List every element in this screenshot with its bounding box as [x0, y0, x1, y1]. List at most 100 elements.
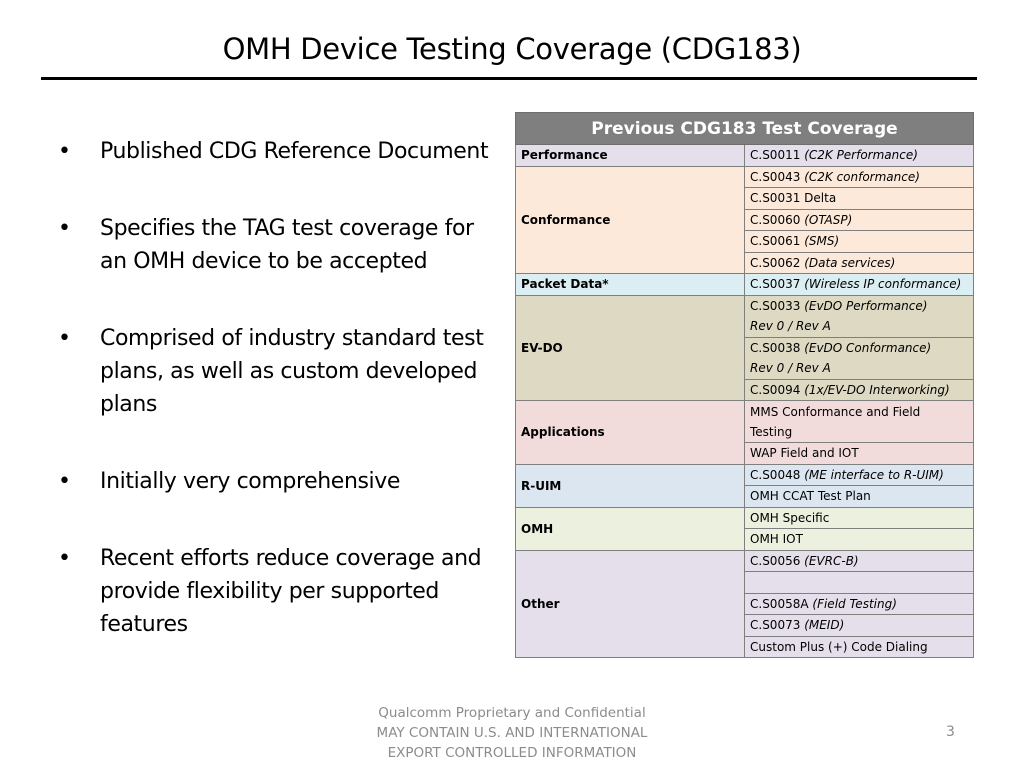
bullet-marker: • [58, 216, 71, 241]
item-description: (EVRC-B) [804, 553, 859, 568]
item-cell: OMH IOT [744, 528, 974, 551]
item-description: (1x/EV-DO Interworking) [804, 382, 950, 397]
category-cell: EV-DO [515, 294, 745, 401]
table-row: OMH IOT [516, 528, 974, 551]
item-code: C.S0043 [750, 169, 801, 184]
item-description: (ME interface to R-UIM) [804, 467, 944, 482]
item-cell: C.S0056 (EVRC-B) [744, 549, 974, 572]
item-cell: C.S0094 (1x/EV-DO Interworking) [744, 378, 974, 401]
item-description: (EvDO Conformance) [804, 341, 932, 355]
bullet-marker: • [58, 326, 71, 351]
item-cell: C.S0011 (C2K Performance) [744, 144, 974, 167]
item-code: Custom Plus (+) Code Dialing [750, 639, 928, 654]
table-row: R-UIM C.S0048 (ME interface to R-UIM) [515, 463, 974, 508]
coverage-table: Previous CDG183 Test Coverage Performanc… [515, 112, 974, 658]
table-row: C.S0062 (Data services) [516, 251, 974, 274]
bullet-text: Published CDG Reference Document [100, 139, 489, 164]
item-cell: C.S0061 (SMS) [744, 230, 974, 253]
bullet-text: Initially very comprehensive [100, 469, 401, 494]
category-cell: R-UIM [515, 463, 745, 508]
item-code: C.S0062 [750, 255, 801, 270]
item-description: (C2K conformance) [804, 169, 920, 184]
bullet-item: • Comprised of industry standard test pla… [56, 322, 501, 421]
item-cell: OMH Specific [744, 506, 974, 529]
footer-confidential: Qualcomm Proprietary and Confidential MA… [312, 703, 712, 763]
table-row: C.S0073 (MEID) [516, 614, 974, 637]
item-code: C.S0073 [750, 618, 801, 633]
table-header: Previous CDG183 Test Coverage [515, 112, 974, 145]
item-cell: C.S0031 Delta [744, 187, 974, 210]
item-description: (Wireless IP conformance) [804, 277, 962, 292]
bullet-marker: • [58, 139, 71, 164]
category-cell: Conformance [515, 165, 745, 274]
item-cell: C.S0038 (EvDO Conformance) Rev 0 / Rev A [744, 336, 974, 380]
table-row: Packet Data* C.S0037 (Wireless IP conform… [515, 273, 974, 296]
footer-line: EXPORT CONTROLLED INFORMATION [387, 745, 637, 761]
table-row: Other C.S0056 (EVRC-B) [515, 549, 974, 658]
item-description: (EvDO Performance) [804, 299, 928, 313]
item-cell: C.S0043 (C2K conformance) [744, 165, 974, 188]
item-code: C.S0060 [750, 212, 801, 227]
item-cell: C.S0073 (MEID) [744, 614, 974, 637]
bullet-list: • Published CDG Reference Document • Speci… [56, 135, 501, 685]
item-cell: C.S0048 (ME interface to R-UIM) [744, 463, 974, 486]
item-code: C.S0094 [750, 382, 801, 397]
item-code: C.S0058A [750, 596, 809, 611]
footer-line: Qualcomm Proprietary and Confidential [378, 705, 646, 721]
item-code: C.S0037 [750, 277, 801, 292]
item-cell [744, 571, 974, 594]
item-code: C.S0048 [750, 467, 801, 482]
table-row: C.S0031 Delta [516, 187, 974, 210]
table-row: OMH OMH Specific [515, 506, 974, 551]
bullet-text: Comprised of industry standard test plan… [100, 326, 484, 417]
item-code: OMH CCAT Test Plan [750, 489, 871, 504]
item-code: C.S0056 [750, 553, 805, 568]
item-code: MMS Conformance and Field [750, 404, 921, 419]
footer-line: MAY CONTAIN U.S. AND INTERNATIONAL [376, 725, 648, 741]
item-description: (C2K Performance) [804, 148, 918, 163]
item-code: C.S0061 [750, 234, 801, 249]
bullet-text: Recent efforts reduce coverage and provi… [100, 546, 482, 637]
item-code: C.S0031 Delta [750, 191, 837, 206]
item-continuation: Testing [750, 424, 793, 439]
table-row: Performance C.S0011 (C2K Performance) [515, 144, 974, 167]
item-revision: Rev 0 / Rev A [750, 361, 831, 375]
item-code: OMH IOT [750, 532, 803, 547]
bullet-item: • Specifies the TAG test coverage for an … [56, 212, 501, 278]
table-row: C.S0061 (SMS) [516, 230, 974, 253]
item-description: (Field Testing) [812, 596, 897, 611]
item-cell: C.S0060 (OTASP) [744, 208, 974, 231]
item-cell: WAP Field and IOT [744, 442, 974, 465]
category-cell: Performance [515, 144, 745, 167]
bullet-item: • Recent efforts reduce coverage and prov… [56, 542, 501, 641]
title-divider [41, 77, 977, 80]
item-revision: Rev 0 / Rev A [750, 319, 831, 333]
item-description: (MEID) [804, 618, 845, 633]
bullet-item: • Initially very comprehensive [56, 465, 501, 498]
bullet-marker: • [58, 469, 71, 494]
table-row: WAP Field and IOT [516, 442, 974, 465]
table-row: EV-DO C.S0033 (EvDO Performance) Rev 0 / R… [515, 294, 974, 401]
table-row: OMH CCAT Test Plan [516, 485, 974, 508]
item-description: (Data services) [804, 255, 896, 270]
item-description: (SMS) [804, 234, 840, 249]
item-code: C.S0033 [750, 299, 801, 313]
table-row: Custom Plus (+) Code Dialing [516, 635, 974, 658]
item-cell: C.S0062 (Data services) [744, 251, 974, 274]
table-row: C.S0060 (OTASP) [516, 208, 974, 231]
item-cell: C.S0058A (Field Testing) [744, 592, 974, 615]
table-body: Performance C.S0011 (C2K Performance) Conf… [515, 144, 974, 658]
item-cell: Custom Plus (+) Code Dialing [744, 635, 974, 658]
item-code: C.S0011 [750, 148, 801, 163]
item-code: WAP Field and IOT [750, 446, 859, 461]
bullet-marker: • [58, 546, 71, 571]
item-cell: OMH CCAT Test Plan [744, 485, 974, 508]
item-code: OMH Specific [750, 510, 830, 525]
category-cell: Applications [515, 400, 745, 465]
category-cell: Other [515, 549, 745, 658]
table-row: C.S0094 (1x/EV-DO Interworking) [516, 378, 974, 401]
table-row: C.S0038 (EvDO Conformance) Rev 0 / Rev A [516, 336, 974, 380]
table-row: Conformance C.S0043 (C2K conformance) [515, 165, 974, 274]
page-number: 3 [946, 724, 955, 740]
item-cell: C.S0037 (Wireless IP conformance) [744, 273, 974, 296]
